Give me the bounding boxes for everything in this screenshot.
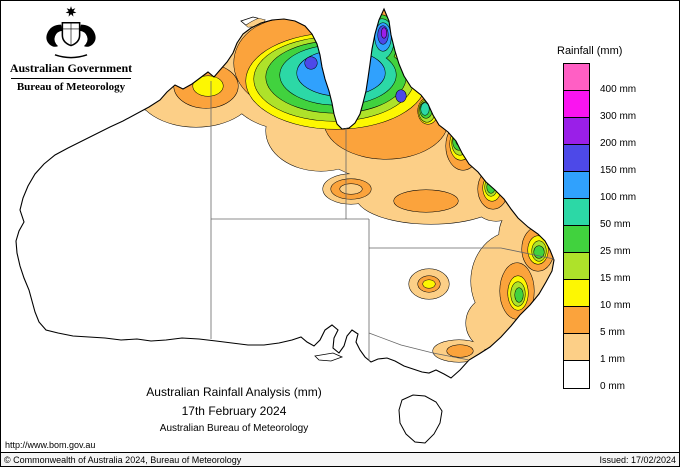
legend-title: Rainfall (mm) xyxy=(557,45,623,57)
kangaroo-island xyxy=(314,352,344,362)
header-divider xyxy=(11,78,131,79)
legend-label: 200 mm xyxy=(600,138,637,149)
footer-bar: © Commonwealth of Australia 2024, Bureau… xyxy=(1,452,679,466)
state-borders xyxy=(210,81,555,361)
legend-label: 50 mm xyxy=(600,219,631,230)
legend-label: 15 mm xyxy=(600,273,631,284)
legend-label: 5 mm xyxy=(600,327,625,338)
legend-swatch xyxy=(564,91,589,118)
bom-url: http://www.bom.gov.au xyxy=(5,440,96,450)
legend-label: 10 mm xyxy=(600,300,631,311)
rainfall-legend: Rainfall (mm) 400 mm 300 mm 200 mm 150 mm 10… xyxy=(553,45,679,403)
coastline xyxy=(15,7,555,379)
border-nsw-vic xyxy=(368,332,470,361)
legend-swatch xyxy=(564,280,589,307)
bureau-title: Bureau of Meteorology xyxy=(16,81,126,93)
contour-ring-center xyxy=(339,183,363,195)
legend-label: 25 mm xyxy=(600,246,631,257)
issued-text: Issued: 17/02/2024 xyxy=(599,455,676,465)
legend-swatch xyxy=(564,172,589,199)
government-title: Australian Government xyxy=(9,61,133,75)
caption-date: 17th February 2024 xyxy=(181,404,287,418)
legend-body: 400 mm 300 mm 200 mm 150 mm 100 mm 50 mm 25 mm… xyxy=(553,63,679,403)
copyright-text: © Commonwealth of Australia 2024, Bureau… xyxy=(4,455,242,465)
map-caption: Australian Rainfall Analysis (mm) 17th F… xyxy=(79,385,389,434)
legend-label: 300 mm xyxy=(600,111,637,122)
legend-label: 0 mm xyxy=(600,381,625,392)
legend-labels: 400 mm 300 mm 200 mm 150 mm 100 mm 50 mm 25 mm… xyxy=(600,63,670,392)
legend-bar xyxy=(563,63,590,389)
legend-label: 150 mm xyxy=(600,165,637,176)
legend-swatch xyxy=(564,334,589,361)
caption-title: Australian Rainfall Analysis (mm) xyxy=(146,385,322,399)
contour-band-200mm xyxy=(381,27,387,39)
tasmania xyxy=(398,394,443,444)
legend-label: 400 mm xyxy=(600,84,637,95)
legend-swatch xyxy=(564,226,589,253)
legend-label: 100 mm xyxy=(600,192,637,203)
government-header: Australian Government Bureau of Meteorol… xyxy=(5,4,137,93)
legend-swatch xyxy=(564,253,589,280)
border-qld-nsw xyxy=(369,247,555,260)
caption-org: Australian Bureau of Meteorology xyxy=(159,423,309,434)
legend-swatch xyxy=(564,64,589,91)
coat-of-arms-icon xyxy=(46,6,96,59)
legend-swatch xyxy=(564,145,589,172)
legend-swatch xyxy=(564,307,589,334)
legend-swatch xyxy=(564,361,589,388)
legend-swatch xyxy=(564,199,589,226)
legend-label: 1 mm xyxy=(600,354,625,365)
legend-swatch xyxy=(564,118,589,145)
